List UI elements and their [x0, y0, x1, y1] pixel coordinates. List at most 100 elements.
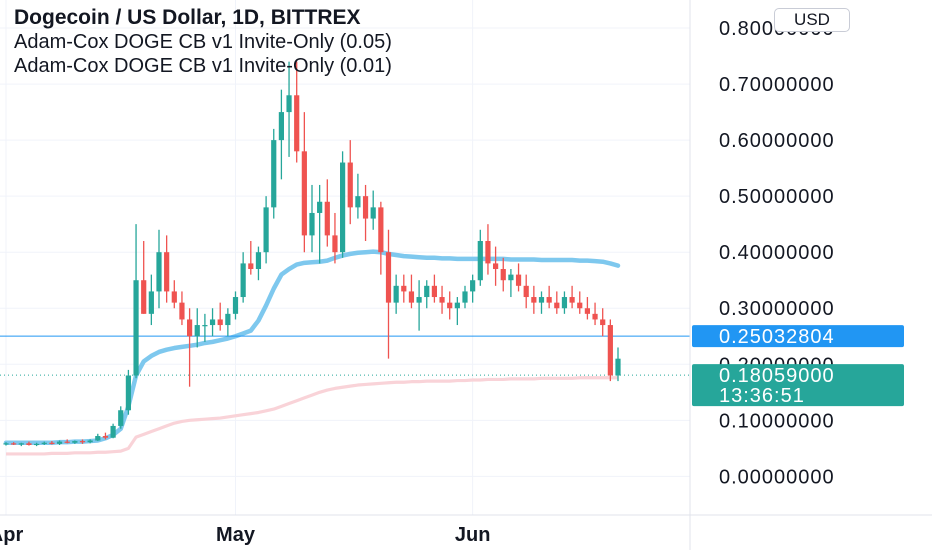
- symbol-title[interactable]: Dogecoin / US Dollar, 1D, BITTREX: [14, 6, 361, 29]
- candle-body-64[interactable]: [493, 263, 499, 270]
- candle-body-5[interactable]: [41, 442, 47, 444]
- last-price-label-box[interactable]: [692, 364, 904, 407]
- candle-body-25[interactable]: [194, 325, 200, 337]
- candle-body-53[interactable]: [408, 291, 415, 303]
- candle-body-52[interactable]: [401, 285, 407, 292]
- candle-body-14[interactable]: [110, 425, 116, 438]
- candle-body-46[interactable]: [355, 196, 361, 208]
- candle-body-54[interactable]: [416, 297, 422, 303]
- candle-body-19[interactable]: [148, 291, 154, 314]
- indicator-label-1[interactable]: Adam-Cox DOGE CB v1 Invite-Only (0.05): [14, 31, 392, 53]
- candle-body-60[interactable]: [462, 291, 468, 303]
- candle-body-36[interactable]: [278, 112, 284, 141]
- candle-body-8[interactable]: [64, 441, 70, 443]
- candle-body-17[interactable]: [133, 280, 139, 376]
- candle-body-28[interactable]: [217, 319, 223, 326]
- candle-body-31[interactable]: [240, 263, 246, 298]
- candle-body-66[interactable]: [508, 274, 514, 281]
- countdown-label: 13:36:51: [719, 385, 805, 407]
- candle-body-51[interactable]: [393, 285, 399, 303]
- candle-body-38[interactable]: [294, 95, 300, 152]
- y-tick-label-6: 0.60000000: [719, 130, 835, 152]
- candle-body-79[interactable]: [607, 325, 613, 376]
- candle-body-7[interactable]: [56, 441, 63, 444]
- candle-body-50[interactable]: [385, 252, 392, 303]
- candle-body-41[interactable]: [317, 201, 323, 213]
- candle-body-27[interactable]: [209, 319, 216, 326]
- candle-body-55[interactable]: [424, 285, 430, 298]
- candle-body-69[interactable]: [531, 297, 537, 303]
- candle-body-9[interactable]: [72, 441, 78, 443]
- candle-body-0[interactable]: [3, 443, 9, 445]
- candle-body-35[interactable]: [271, 140, 277, 208]
- candle-body-24[interactable]: [187, 319, 193, 337]
- band-lower-series: [6, 376, 618, 456]
- y-tick-label-7: 0.70000000: [719, 74, 835, 96]
- chart-legend: Dogecoin / US Dollar, 1D, BITTREX Adam-C…: [14, 6, 392, 78]
- candle-body-42[interactable]: [324, 201, 330, 236]
- candle-body-58[interactable]: [447, 302, 453, 309]
- x-tick-label-1: May: [216, 524, 256, 546]
- candle-body-57[interactable]: [439, 297, 445, 303]
- candle-body-48[interactable]: [370, 207, 376, 219]
- candle-body-26[interactable]: [202, 325, 208, 327]
- candle-body-39[interactable]: [301, 151, 307, 236]
- y-tick-label-1: 0.10000000: [719, 410, 835, 432]
- last-price-label: 0.18059000: [719, 365, 835, 387]
- candle-body-34[interactable]: [263, 207, 269, 253]
- currency-button[interactable]: USD: [774, 8, 850, 32]
- y-tick-label-0: 0.00000000: [719, 466, 835, 488]
- candle-body-37[interactable]: [286, 95, 292, 113]
- candle-body-72[interactable]: [554, 302, 560, 309]
- candle-body-20[interactable]: [156, 252, 162, 292]
- candle-body-4[interactable]: [34, 443, 40, 446]
- candle-body-67[interactable]: [515, 274, 522, 286]
- candle-body-59[interactable]: [454, 302, 460, 309]
- candle-body-3[interactable]: [26, 443, 32, 445]
- candle-body-80[interactable]: [615, 358, 621, 376]
- candle-body-11[interactable]: [87, 440, 93, 443]
- candle-body-65[interactable]: [500, 269, 506, 281]
- candle-body-74[interactable]: [569, 297, 575, 303]
- candle-body-56[interactable]: [431, 285, 437, 298]
- x-tick-label-0: Apr: [0, 524, 23, 546]
- candle-body-75[interactable]: [577, 302, 583, 309]
- candle-body-18[interactable]: [141, 280, 147, 314]
- candle-body-71[interactable]: [546, 297, 552, 303]
- candle-body-23[interactable]: [179, 302, 185, 320]
- candle-body-29[interactable]: [225, 313, 231, 326]
- candle-body-40[interactable]: [309, 212, 315, 236]
- candle-body-43[interactable]: [332, 235, 338, 253]
- candle-body-13[interactable]: [102, 436, 109, 438]
- candle-body-47[interactable]: [362, 196, 369, 219]
- candle-body-76[interactable]: [584, 308, 590, 314]
- candle-body-73[interactable]: [561, 297, 568, 309]
- candle-body-2[interactable]: [18, 443, 24, 445]
- candle-body-77[interactable]: [592, 313, 598, 320]
- x-tick-label-2: Jun: [455, 524, 491, 546]
- indicator-label-2[interactable]: Adam-Cox DOGE CB v1 Invite-Only (0.01): [14, 55, 392, 77]
- candle-body-32[interactable]: [248, 263, 254, 270]
- candle-body-22[interactable]: [171, 291, 177, 303]
- candle-body-61[interactable]: [470, 280, 476, 292]
- candle-body-63[interactable]: [485, 240, 491, 264]
- candle-body-62[interactable]: [477, 240, 483, 281]
- candle-body-33[interactable]: [255, 252, 262, 270]
- price-line-label-box[interactable]: [692, 325, 904, 348]
- candle-body-30[interactable]: [232, 297, 239, 314]
- price-line-label: 0.25032804: [719, 326, 835, 348]
- candle-body-78[interactable]: [600, 319, 606, 326]
- candle-body-12[interactable]: [95, 436, 101, 441]
- candle-body-21[interactable]: [164, 252, 170, 292]
- candle-body-45[interactable]: [347, 162, 353, 208]
- candle-body-1[interactable]: [11, 443, 17, 445]
- candle-body-16[interactable]: [125, 375, 131, 411]
- candle-body-70[interactable]: [538, 297, 545, 303]
- candle-body-6[interactable]: [49, 442, 55, 444]
- candle-body-10[interactable]: [79, 441, 86, 443]
- candle-body-68[interactable]: [523, 285, 529, 298]
- candle-body-15[interactable]: [118, 410, 124, 426]
- candle-body-49[interactable]: [378, 207, 384, 253]
- candle-body-44[interactable]: [340, 162, 346, 253]
